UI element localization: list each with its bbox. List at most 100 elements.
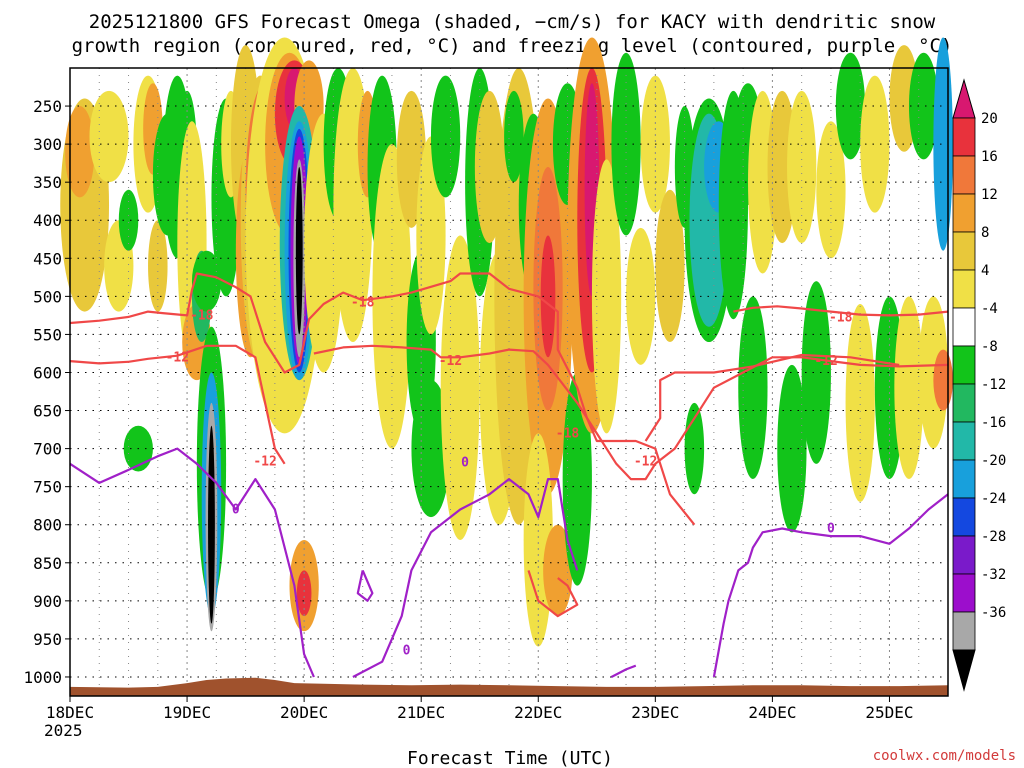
omega-blob-1 xyxy=(65,106,95,198)
terrain-ground-fill xyxy=(70,677,948,696)
y-tick-800: 800 xyxy=(33,516,62,535)
omega-blob-64 xyxy=(562,372,592,586)
y-tick-350: 350 xyxy=(33,173,62,192)
contour-label-8: -18 xyxy=(556,426,580,441)
colorbar-label-8: -16 xyxy=(981,415,1006,431)
y-axis-pressure-ticks: 250 300 350 400 450 500 550 600 650 700 750 800 850 9… xyxy=(23,97,70,687)
x-tick-24dec: 24DEC xyxy=(748,703,796,722)
colorbar-box-4 xyxy=(952,269,976,309)
isotherm-minus18-main xyxy=(69,272,696,526)
contour-label-1: -12 xyxy=(166,350,189,365)
omega-blob-50 xyxy=(430,75,461,198)
colorbar-label-0: 20 xyxy=(981,111,998,127)
omega-blob-39 xyxy=(296,570,312,617)
omega-blob-2 xyxy=(89,90,129,183)
colorbar-box-2 xyxy=(952,193,976,233)
omega-blob-72 xyxy=(655,189,685,343)
y-tick-900: 900 xyxy=(33,592,62,611)
isotherm-minus12-mid xyxy=(644,353,900,442)
colorbar-box-11 xyxy=(952,535,976,575)
freezing-level-sfc xyxy=(610,664,637,678)
grid-lines xyxy=(70,68,948,696)
contour-label-11: -12 xyxy=(814,354,837,369)
colorbar-label-12: -32 xyxy=(981,567,1006,583)
x-tick-25dec: 25DEC xyxy=(865,703,913,722)
x-axis-year-label: 2025 xyxy=(44,721,83,740)
isotherm-minus12-west xyxy=(69,344,286,465)
omega-shading-layer xyxy=(60,37,953,647)
freezing-level-west xyxy=(69,447,315,678)
colorbar-box-12 xyxy=(952,573,976,613)
colorbar-label-4: 4 xyxy=(981,263,989,279)
omega-blob-51 xyxy=(440,235,480,540)
freezing-level-east xyxy=(712,493,949,678)
colorbar-box-3 xyxy=(952,231,976,271)
omega-blob-93 xyxy=(908,52,939,160)
colorbar-label-5: -4 xyxy=(981,301,998,317)
omega-blob-62 xyxy=(543,524,573,617)
colorbar-label-6: -8 xyxy=(981,339,998,355)
contour-labels: -18 -12 -12 -18 0 -12 0 0 -18 -12 -18 -12 0 xyxy=(166,295,853,658)
contour-label-5: -12 xyxy=(439,354,462,369)
colorbar-label-13: -36 xyxy=(981,605,1006,621)
contour-label-12: 0 xyxy=(827,522,835,537)
contour-label-2: -12 xyxy=(253,455,276,470)
y-tick-750: 750 xyxy=(33,478,62,497)
contour-label-9: -12 xyxy=(634,455,657,470)
colorbar-label-1: 16 xyxy=(981,149,998,165)
x-axis-title: Forecast Time (UTC) xyxy=(407,748,613,768)
omega-blob-95 xyxy=(933,37,953,251)
colorbar-box-9 xyxy=(952,459,976,499)
x-tick-23dec: 23DEC xyxy=(631,703,679,722)
y-tick-700: 700 xyxy=(33,440,62,459)
isotherm-minus18-low-loop xyxy=(527,570,579,618)
y-tick-500: 500 xyxy=(33,287,62,306)
omega-blob-60 xyxy=(540,235,556,358)
colorbar-bottom-arrow xyxy=(952,649,976,692)
colorbar-label-10: -24 xyxy=(981,491,1006,507)
contour-label-0: -18 xyxy=(190,308,214,323)
colorbar-box-13 xyxy=(952,611,976,651)
colorbar-label-2: 12 xyxy=(981,187,998,203)
omega-blob-96 xyxy=(933,349,953,411)
chart-title-line-1: 2025121800 GFS Forecast Omega (shaded, −… xyxy=(89,11,936,33)
omega-blob-68 xyxy=(591,159,622,434)
omega-blob-89 xyxy=(860,75,890,213)
isotherm-minus18-east xyxy=(733,305,949,317)
x-tick-19dec: 19DEC xyxy=(163,703,211,722)
y-tick-1000: 1000 xyxy=(23,668,62,687)
colorbar-box-6 xyxy=(952,345,976,385)
freezing-level-mid xyxy=(352,478,579,678)
y-tick-550: 550 xyxy=(33,325,62,344)
x-tick-21dec: 21DEC xyxy=(397,703,445,722)
omega-blob-83 xyxy=(777,364,807,533)
colorbar-box-5 xyxy=(952,307,976,347)
chart-title-line-2: growth region (contoured, red, °C) and f… xyxy=(72,35,953,57)
y-tick-650: 650 xyxy=(33,402,62,421)
colorbar-box-8 xyxy=(952,421,976,461)
y-tick-850: 850 xyxy=(33,554,62,573)
y-tick-950: 950 xyxy=(33,630,62,649)
omega-blob-88 xyxy=(845,303,875,502)
contour-label-10: -18 xyxy=(829,311,853,326)
temperature-contours xyxy=(69,272,949,678)
contour-label-4: 0 xyxy=(232,503,240,518)
omega-blob-80 xyxy=(738,296,768,480)
y-tick-600: 600 xyxy=(33,363,62,382)
colorbar-label-3: 8 xyxy=(981,225,989,241)
colorbar-label-11: -28 xyxy=(981,529,1006,545)
colorbar-label-9: -20 xyxy=(981,453,1006,469)
x-tick-20dec: 20DEC xyxy=(280,703,328,722)
y-tick-250: 250 xyxy=(33,97,62,116)
contour-label-7: 0 xyxy=(461,455,469,470)
omega-blob-37 xyxy=(295,166,303,335)
freezing-level-loop xyxy=(356,569,374,602)
colorbar-box-10 xyxy=(952,497,976,537)
colorbar-box-1 xyxy=(952,155,976,195)
source-credit: coolwx.com/models xyxy=(873,748,1016,764)
colorbar-box-7 xyxy=(952,383,976,423)
contour-label-6: 0 xyxy=(403,643,411,658)
omega-blob-86 xyxy=(816,121,846,259)
colorbar-top-arrow xyxy=(952,78,976,119)
